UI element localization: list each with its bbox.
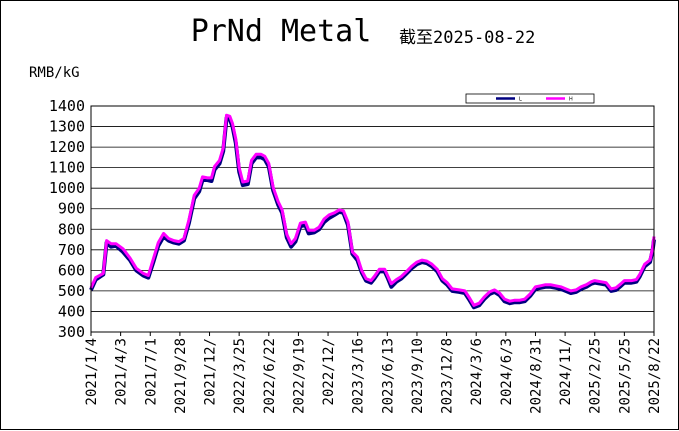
legend: L H: [465, 93, 595, 104]
y-tick-label: 500: [58, 282, 85, 300]
y-tick-label: 700: [58, 241, 85, 259]
series-lines: [89, 113, 656, 310]
x-tick-label: 2025/2/25: [588, 338, 604, 414]
gridlines: [91, 126, 654, 312]
x-tick-label: 2023/12/8: [440, 338, 456, 414]
x-tick-label: 2023/6/13: [380, 338, 396, 414]
chart-title: PrNd Metal: [191, 14, 372, 49]
x-tick-label: 2022/6/22: [262, 338, 278, 414]
y-axis-unit-label: RMB/kG: [29, 65, 80, 81]
series-line-l: [89, 116, 656, 310]
x-tick-label: 2023/9/10: [410, 338, 426, 414]
series-line-h: [89, 113, 656, 307]
x-tick-label: 2021/9/28: [173, 338, 189, 414]
x-tick-label: 2022/12/: [321, 338, 337, 405]
plot-area-border: [90, 105, 655, 333]
x-tick-label: 2021/7/1: [143, 338, 159, 405]
y-tick-label: 600: [58, 261, 85, 279]
x-tick-label: 2021/1/4: [84, 338, 100, 405]
x-tick-label: 2021/12/: [203, 338, 219, 405]
x-tick-label: 2025/5/25: [617, 338, 633, 414]
y-tick-label: 900: [58, 200, 85, 218]
y-tick-label: 1400: [49, 97, 85, 115]
x-tick-label: 2023/3/16: [351, 338, 367, 414]
x-tick-label: 2024/11/: [558, 338, 574, 405]
x-tick-label: 2024/6/3: [499, 338, 515, 405]
legend-label-l: L: [519, 97, 522, 103]
x-tick-label: 2022/3/25: [232, 338, 248, 414]
y-tick-label: 1200: [49, 138, 85, 156]
y-tick-label: 400: [58, 302, 85, 320]
y-tick-label: 1100: [49, 159, 85, 177]
chart-subtitle: 截至2025-08-22: [399, 28, 535, 48]
x-tick-label: 2022/9/19: [291, 338, 307, 414]
x-tick-label: 2021/4/3: [114, 338, 130, 405]
y-tick-labels: 300 400 500 600 700 800 900 1000 1100 1200 1300 140…: [49, 97, 85, 341]
x-tick-label: 2024/8/31: [528, 338, 544, 414]
y-tick-label: 800: [58, 220, 85, 238]
y-tick-label: 1300: [49, 118, 85, 136]
legend-label-h: H: [569, 97, 573, 103]
y-tick-label: 300: [58, 323, 85, 341]
legend-box: [465, 93, 595, 104]
x-tick-label: 2025/8/22: [647, 338, 663, 414]
x-tick-label: 2024/3/6: [469, 338, 485, 405]
x-tick-labels: 2021/1/4 2021/4/3 2021/7/1 2021/9/28 2021/12…: [84, 332, 663, 414]
y-tick-label: 1000: [49, 179, 85, 197]
